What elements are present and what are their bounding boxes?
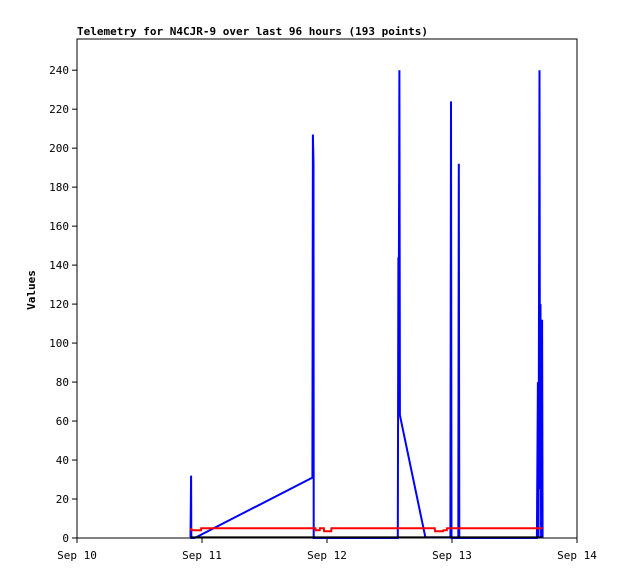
y-axis-title: Values: [25, 270, 38, 310]
series-line-1: [189, 70, 544, 539]
chart-title: Telemetry for N4CJR-9 over last 96 hours…: [77, 25, 428, 38]
x-axis: Sep 10 Sep 11 Sep 12 Sep 13 Sep 14: [57, 538, 597, 562]
x-tick-label: Sep 13: [432, 549, 472, 562]
x-tick-label: Sep 11: [182, 549, 222, 562]
y-tick-label: 60: [56, 415, 69, 428]
y-tick-label: 20: [56, 493, 69, 506]
y-tick-label: 0: [62, 532, 69, 545]
y-tick-label: 100: [49, 337, 69, 350]
y-tick-label: 140: [49, 259, 69, 272]
y-tick-label: 40: [56, 454, 69, 467]
x-tick-label: Sep 10: [57, 549, 97, 562]
y-tick-label: 160: [49, 220, 69, 233]
x-tick-label: Sep 12: [307, 549, 347, 562]
y-tick-label: 240: [49, 64, 69, 77]
y-tick-label: 80: [56, 376, 69, 389]
y-tick-label: 120: [49, 298, 69, 311]
series-layer: [189, 70, 544, 539]
plot-area: [76, 38, 578, 539]
series-line-2: [190, 527, 543, 533]
y-tick-label: 180: [49, 181, 69, 194]
y-tick-label: 200: [49, 142, 69, 155]
y-axis: 0 20 40 60 80 100 120 140 160 180 200 220 240: [49, 64, 77, 545]
y-tick-label: 220: [49, 103, 69, 116]
x-tick-label: Sep 14: [557, 549, 597, 562]
